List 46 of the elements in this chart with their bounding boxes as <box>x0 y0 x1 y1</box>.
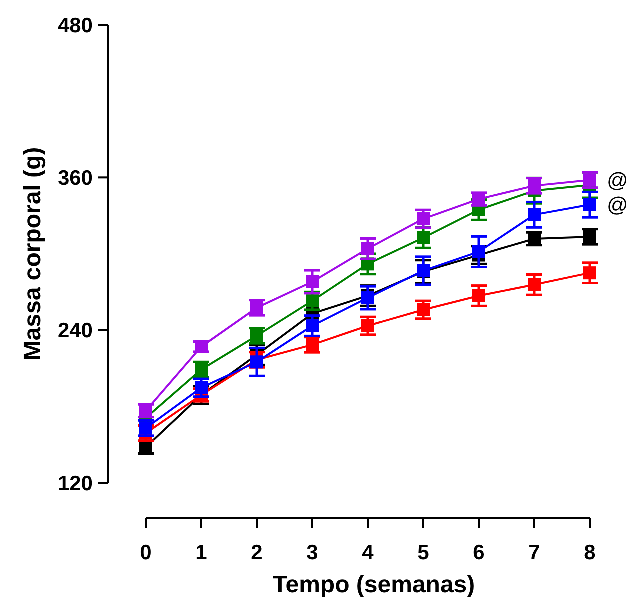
point <box>140 404 152 418</box>
point <box>306 338 319 352</box>
annotation: @ <box>607 170 628 193</box>
point <box>584 266 596 280</box>
point <box>584 198 596 212</box>
point <box>584 230 596 244</box>
point <box>528 232 541 246</box>
x-tick-label: 1 <box>196 541 208 564</box>
y-axis-title: Massa corporal (g) <box>19 147 46 361</box>
point <box>528 278 541 292</box>
x-tick-label: 2 <box>251 541 263 564</box>
point <box>417 231 430 244</box>
point <box>528 179 541 192</box>
y-tick-label: 360 <box>58 167 93 190</box>
x-axis-title: Tempo (semanas) <box>272 571 476 598</box>
y-tick-label: 120 <box>58 472 93 496</box>
point <box>584 174 596 187</box>
x-tick-label: 6 <box>473 541 485 564</box>
x-tick-label: 8 <box>584 541 596 564</box>
point <box>417 303 430 316</box>
point <box>362 242 374 256</box>
point <box>195 381 208 394</box>
point <box>528 208 541 222</box>
x-tick-label: 7 <box>528 541 540 564</box>
point <box>417 212 430 226</box>
point <box>472 289 486 302</box>
x-tick-label: 3 <box>306 541 318 564</box>
point <box>250 356 264 369</box>
point <box>472 192 486 206</box>
point <box>306 294 319 308</box>
point <box>306 275 319 288</box>
point <box>140 422 152 435</box>
x-tick-label: 5 <box>418 541 430 564</box>
annotation: @ <box>607 194 628 218</box>
point <box>362 320 374 333</box>
x-tick-label: 4 <box>362 541 374 564</box>
y-tick-label: 480 <box>58 14 93 38</box>
point <box>250 301 264 314</box>
point <box>472 245 486 258</box>
x-tick-label: 0 <box>140 541 152 564</box>
y-tick-label: 240 <box>58 320 93 343</box>
point <box>195 363 208 376</box>
point <box>195 340 208 354</box>
point <box>306 320 319 333</box>
point <box>362 292 374 305</box>
point <box>250 329 264 342</box>
